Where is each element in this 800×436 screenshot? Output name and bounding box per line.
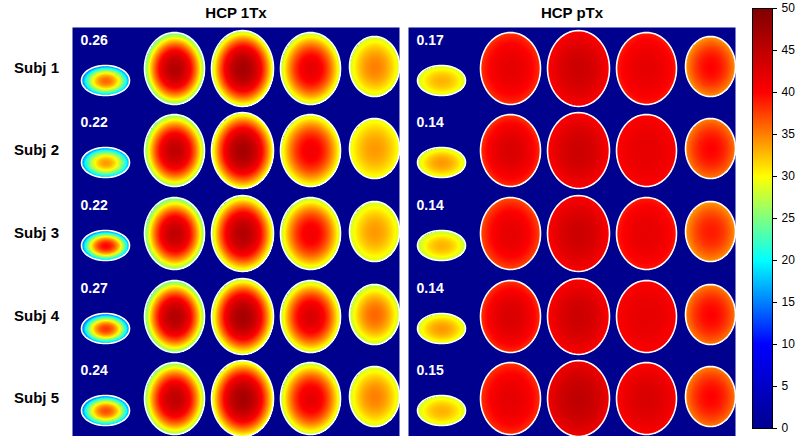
svg-text:Subj 1: Subj 1 — [14, 59, 59, 76]
svg-text:25: 25 — [782, 211, 796, 225]
svg-text:HCP pTx: HCP pTx — [541, 4, 604, 21]
svg-text:0.17: 0.17 — [417, 32, 444, 48]
svg-text:30: 30 — [782, 169, 796, 183]
svg-text:Subj 4: Subj 4 — [14, 307, 60, 324]
svg-text:0.26: 0.26 — [81, 32, 108, 48]
svg-text:0.22: 0.22 — [81, 197, 108, 213]
svg-text:15: 15 — [782, 295, 796, 309]
svg-text:0.27: 0.27 — [81, 280, 108, 296]
svg-text:Subj 2: Subj 2 — [14, 141, 59, 158]
svg-text:20: 20 — [782, 253, 796, 267]
svg-text:45: 45 — [782, 43, 796, 57]
svg-text:0.22: 0.22 — [81, 114, 108, 130]
svg-text:35: 35 — [782, 127, 796, 141]
svg-text:0: 0 — [782, 421, 789, 435]
svg-text:Subj 3: Subj 3 — [14, 224, 59, 241]
svg-text:10: 10 — [782, 337, 796, 351]
svg-text:0.14: 0.14 — [417, 197, 444, 213]
svg-text:5: 5 — [782, 379, 789, 393]
svg-text:40: 40 — [782, 85, 796, 99]
svg-text:0.15: 0.15 — [417, 362, 444, 378]
svg-text:0.14: 0.14 — [417, 114, 444, 130]
svg-text:0.14: 0.14 — [417, 280, 444, 296]
svg-text:0.24: 0.24 — [81, 362, 108, 378]
svg-text:HCP 1Tx: HCP 1Tx — [205, 4, 267, 21]
svg-text:Subj 5: Subj 5 — [14, 389, 59, 406]
svg-text:50: 50 — [782, 1, 796, 15]
